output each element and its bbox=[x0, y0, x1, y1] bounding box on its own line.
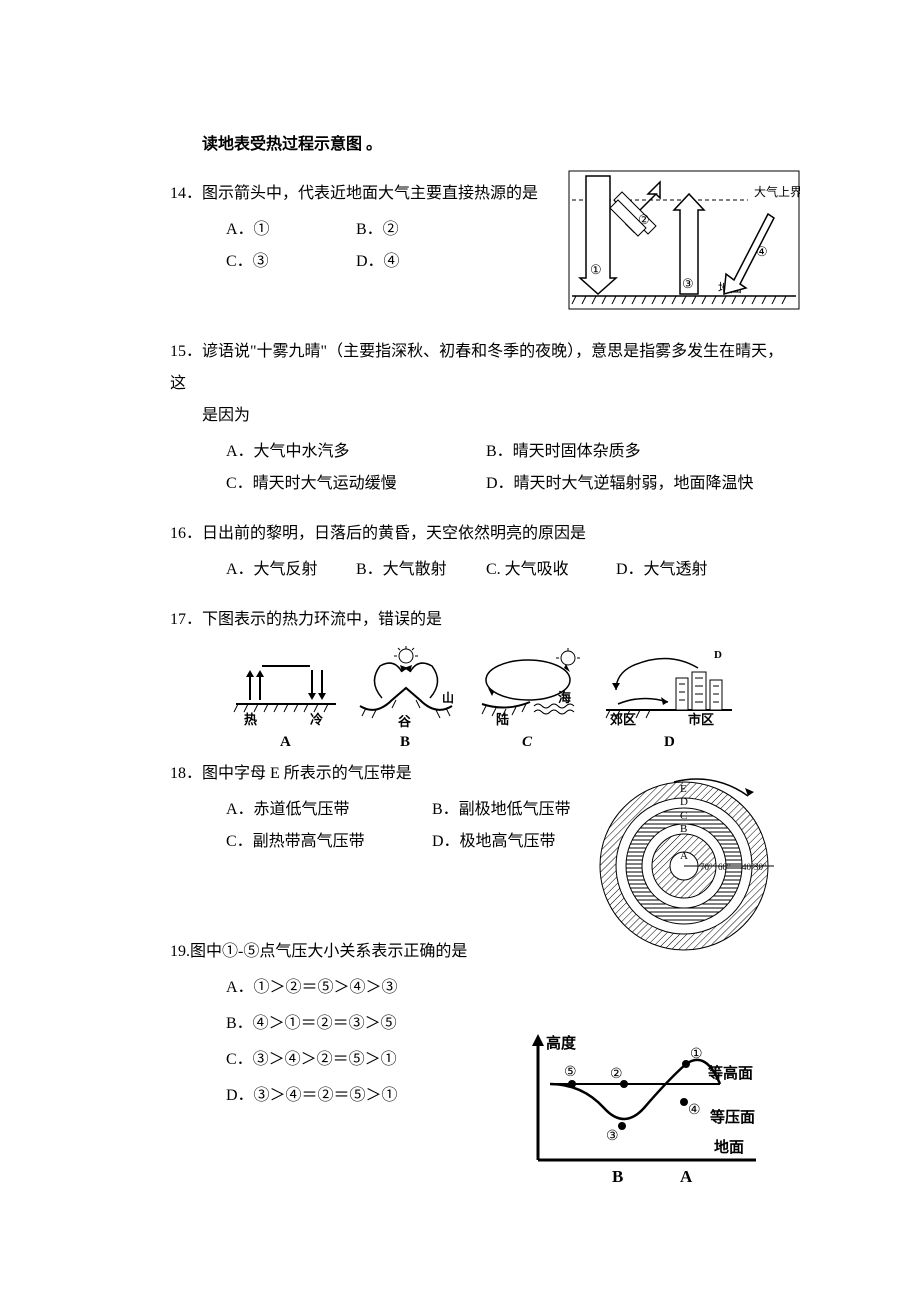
q15-opt-c: C．晴天时大气运动缓慢 bbox=[226, 468, 486, 500]
svg-text:⑤: ⑤ bbox=[564, 1065, 577, 1080]
figure-heating: 大气上界 地面 ① ② ③ ④ bbox=[568, 170, 800, 310]
q19-stem: 图中①-⑤点气压大小关系表示正确的是 bbox=[190, 943, 467, 960]
svg-text:山: 山 bbox=[442, 690, 454, 705]
svg-text:①: ① bbox=[690, 1047, 703, 1062]
q15-opt-d: D．晴天时大气逆辐射弱，地面降温快 bbox=[486, 468, 754, 500]
q14-opt-c: C．③ bbox=[226, 246, 356, 278]
svg-text:高度: 高度 bbox=[546, 1034, 577, 1052]
svg-text:郊区: 郊区 bbox=[610, 712, 636, 727]
q14-opt-b: B．② bbox=[356, 214, 486, 246]
q14-opt-d: D．④ bbox=[356, 246, 486, 278]
label-3: ③ bbox=[682, 276, 694, 291]
q17-stem: 下图表示的热力环流中，错误的是 bbox=[202, 611, 442, 628]
q18-opt-c: C．副热带高气压带 bbox=[226, 826, 432, 858]
q16-opt-c: C. 大气吸收 bbox=[486, 554, 616, 586]
q15-stem1: 谚语说"十雾九晴"（主要指深秋、初春和冬季的夜晚），意思是指雾多发生在晴天，这 bbox=[170, 343, 783, 392]
svg-text:陆: 陆 bbox=[496, 712, 509, 727]
svg-text:70°: 70° bbox=[700, 862, 713, 872]
svg-text:地面: 地面 bbox=[714, 1138, 744, 1156]
svg-text:②: ② bbox=[610, 1067, 623, 1082]
svg-text:60°: 60° bbox=[718, 862, 731, 872]
intro-text: 读地表受热过程示意图 。 bbox=[202, 136, 382, 153]
svg-text:热: 热 bbox=[244, 712, 257, 727]
q14-opt-a: A．① bbox=[226, 214, 356, 246]
svg-text:海: 海 bbox=[558, 690, 571, 705]
svg-text:C: C bbox=[522, 734, 533, 750]
q19-opt-a: A．①＞②＝⑤＞④＞③ bbox=[226, 972, 790, 1004]
q15-stem2: 是因为 bbox=[202, 400, 790, 432]
svg-text:B: B bbox=[400, 734, 410, 750]
q15-opt-b: B．晴天时固体杂质多 bbox=[486, 436, 641, 468]
svg-text:C: C bbox=[680, 810, 687, 822]
section-intro: 读地表受热过程示意图 。 bbox=[170, 130, 790, 154]
label-2: ② bbox=[638, 212, 650, 227]
svg-text:④: ④ bbox=[688, 1103, 701, 1118]
svg-text:B: B bbox=[612, 1167, 623, 1186]
q16-num: 16． bbox=[170, 525, 202, 542]
q15-options: A．大气中水汽多 B．晴天时固体杂质多 C．晴天时大气运动缓慢 D．晴天时大气逆… bbox=[226, 436, 790, 500]
question-15: 15．谚语说"十雾九晴"（主要指深秋、初春和冬季的夜晚），意思是指雾多发生在晴天… bbox=[170, 336, 790, 500]
svg-text:30°: 30° bbox=[754, 862, 767, 872]
q18-num: 18． bbox=[170, 765, 202, 782]
label-atm-top: 大气上界 bbox=[754, 184, 800, 199]
svg-text:E: E bbox=[680, 783, 687, 795]
label-1: ① bbox=[590, 262, 602, 277]
svg-text:B: B bbox=[680, 823, 687, 835]
figure-isobars: 高度 地面 等高面 等压面 ① ② ③ ④ ⑤ B A bbox=[510, 1030, 770, 1192]
q18-opt-d: D．极地高气压带 bbox=[432, 826, 556, 858]
q18-opt-a: A．赤道低气压带 bbox=[226, 794, 432, 826]
svg-text:D: D bbox=[664, 734, 675, 750]
figure-circulations: 热 冷 A 谷 山 B bbox=[226, 644, 746, 754]
q16-opt-a: A．大气反射 bbox=[226, 554, 356, 586]
question-17: 17．下图表示的热力环流中，错误的是 bbox=[170, 604, 790, 636]
q16-options: A．大气反射 B．大气散射 C. 大气吸收 D．大气透射 bbox=[226, 554, 790, 586]
q14-stem: 图示箭头中，代表近地面大气主要直接热源的是 bbox=[202, 185, 538, 202]
svg-text:D: D bbox=[714, 649, 722, 661]
svg-text:A: A bbox=[680, 850, 688, 862]
question-16: 16．日出前的黎明，日落后的黄昏，天空依然明亮的原因是 A．大气反射 B．大气散… bbox=[170, 518, 790, 586]
q18-stem: 图中字母 E 所表示的气压带是 bbox=[202, 765, 412, 782]
svg-text:A: A bbox=[680, 1167, 693, 1186]
q16-opt-d: D．大气透射 bbox=[616, 554, 746, 586]
q18-opt-b: B．副极地低气压带 bbox=[432, 794, 571, 826]
q19-num: 19. bbox=[170, 943, 190, 960]
q14-num: 14． bbox=[170, 185, 202, 202]
svg-text:③: ③ bbox=[606, 1129, 619, 1144]
label-4: ④ bbox=[756, 244, 768, 259]
svg-text:市区: 市区 bbox=[688, 712, 714, 727]
svg-text:等压面: 等压面 bbox=[710, 1108, 755, 1126]
svg-text:谷: 谷 bbox=[398, 714, 412, 729]
figure-pressure-belts: E D C B A 70° 60° 40° 30° bbox=[578, 772, 790, 952]
q15-num: 15． bbox=[170, 343, 202, 360]
q17-num: 17． bbox=[170, 611, 202, 628]
svg-text:A: A bbox=[280, 734, 291, 750]
svg-text:冷: 冷 bbox=[310, 712, 323, 727]
q16-stem: 日出前的黎明，日落后的黄昏，天空依然明亮的原因是 bbox=[202, 525, 586, 542]
svg-text:D: D bbox=[680, 796, 688, 808]
q15-opt-a: A．大气中水汽多 bbox=[226, 436, 486, 468]
q16-opt-b: B．大气散射 bbox=[356, 554, 486, 586]
